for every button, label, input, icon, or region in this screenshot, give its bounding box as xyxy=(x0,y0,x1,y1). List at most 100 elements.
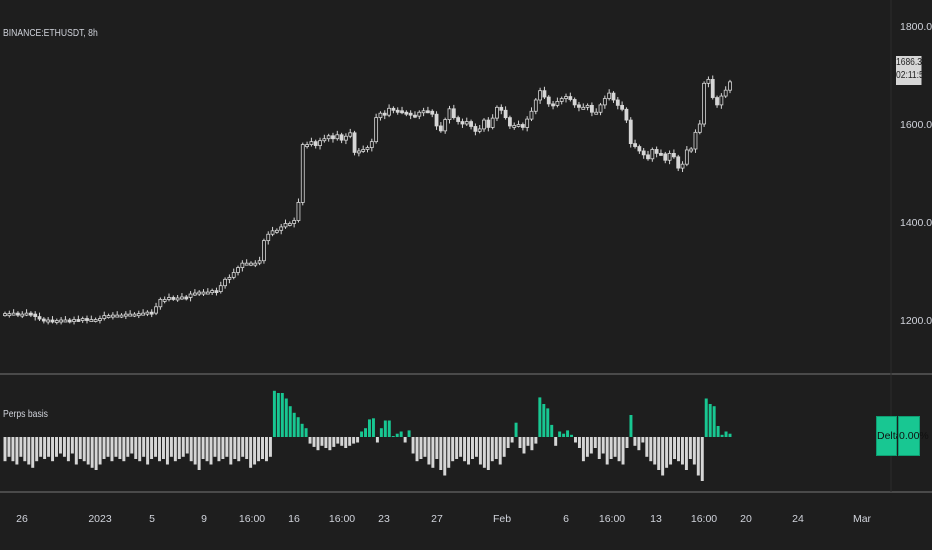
basis-bar xyxy=(55,437,58,457)
basis-bar xyxy=(340,437,344,446)
basis-bar xyxy=(665,437,669,468)
candle-body xyxy=(16,312,20,316)
candle-body xyxy=(244,262,249,266)
basis-bar xyxy=(142,437,146,457)
basis-bar xyxy=(106,437,110,457)
candle-body xyxy=(391,107,396,111)
basis-bar xyxy=(292,412,296,437)
basis-bar xyxy=(637,437,641,451)
candle-body xyxy=(378,112,383,119)
current-price-tag: 1686.35 xyxy=(896,56,927,69)
candle-body xyxy=(538,90,543,101)
basis-bar xyxy=(451,437,455,462)
candle-body xyxy=(171,297,176,300)
time-tick-label: 6 xyxy=(563,513,569,525)
candle-body xyxy=(641,150,646,156)
candle-body xyxy=(63,319,68,323)
basis-bar xyxy=(264,437,268,462)
basis-bar xyxy=(70,437,74,454)
basis-bar xyxy=(253,437,257,465)
candle-body xyxy=(447,108,452,120)
basis-bar xyxy=(288,406,292,437)
time-tick-label: 26 xyxy=(16,513,28,525)
candle-body xyxy=(184,296,189,300)
candle-body xyxy=(395,109,400,113)
basis-bar xyxy=(542,404,546,437)
candle-body xyxy=(624,108,629,121)
basis-bar xyxy=(31,437,35,468)
candle-body xyxy=(529,110,534,120)
basis-bar xyxy=(467,437,471,465)
basis-bar xyxy=(518,437,522,448)
basis-bar xyxy=(478,437,482,465)
basis-bar xyxy=(688,437,692,459)
basis-bar xyxy=(609,437,613,459)
basis-bar xyxy=(613,437,617,457)
basis-bar xyxy=(11,437,15,462)
candle-body xyxy=(322,138,327,142)
basis-bar xyxy=(605,437,609,465)
basis-bar xyxy=(597,437,601,459)
candle-body xyxy=(451,108,456,119)
basis-bar xyxy=(629,415,633,437)
candle-body xyxy=(266,233,271,242)
candle-body xyxy=(572,99,577,106)
basis-bar xyxy=(19,437,23,457)
basis-bar xyxy=(585,437,589,457)
basis-bar xyxy=(510,437,514,443)
candle-body xyxy=(659,152,663,156)
candle-body xyxy=(676,156,681,169)
candle-body xyxy=(162,299,167,302)
time-tick-label: 16:00 xyxy=(691,513,717,525)
candle-body xyxy=(697,123,702,133)
candle-body xyxy=(430,110,435,115)
candle-body xyxy=(180,296,184,300)
candle-body xyxy=(89,319,94,322)
candle-body xyxy=(309,141,314,145)
candle-body xyxy=(503,109,508,119)
candle-body xyxy=(210,290,215,294)
basis-bar xyxy=(58,437,62,454)
basis-bar xyxy=(280,393,284,437)
price-tick-label: 1400.00 xyxy=(900,217,932,229)
price-candles xyxy=(3,75,732,325)
candle-body xyxy=(41,318,46,322)
candle-body xyxy=(382,112,387,116)
basis-bar xyxy=(86,437,90,465)
candle-body xyxy=(296,201,301,221)
basis-bar xyxy=(229,437,233,465)
candle-body xyxy=(520,124,525,128)
basis-bar xyxy=(352,437,356,444)
basis-bar xyxy=(197,437,201,470)
basis-bar xyxy=(62,437,66,457)
basis-bar xyxy=(371,418,375,437)
candle-body xyxy=(710,79,715,98)
basis-bar xyxy=(403,437,407,443)
basis-bar xyxy=(320,437,324,446)
basis-bar xyxy=(241,437,245,457)
basis-bar xyxy=(673,437,677,459)
candle-body xyxy=(3,313,7,317)
basis-bar xyxy=(51,437,55,462)
basis-bar xyxy=(696,437,700,476)
candle-body xyxy=(438,125,443,132)
candle-body xyxy=(80,318,85,321)
basis-bar xyxy=(47,437,51,457)
candle-body xyxy=(568,96,573,100)
candle-body xyxy=(525,118,530,128)
basis-bar xyxy=(617,437,621,462)
basis-bar xyxy=(621,437,625,465)
candle-body xyxy=(249,262,253,266)
time-tick-label: 16:00 xyxy=(599,513,625,525)
candle-body xyxy=(650,149,655,160)
basis-bar xyxy=(98,437,102,465)
candle-body xyxy=(551,103,555,107)
candle-body xyxy=(684,149,689,165)
basis-bar xyxy=(407,430,411,437)
basis-bar xyxy=(332,437,336,447)
basis-bar xyxy=(443,437,447,476)
candle-body xyxy=(546,96,551,105)
candle-body xyxy=(300,144,305,203)
candle-body xyxy=(602,98,607,106)
